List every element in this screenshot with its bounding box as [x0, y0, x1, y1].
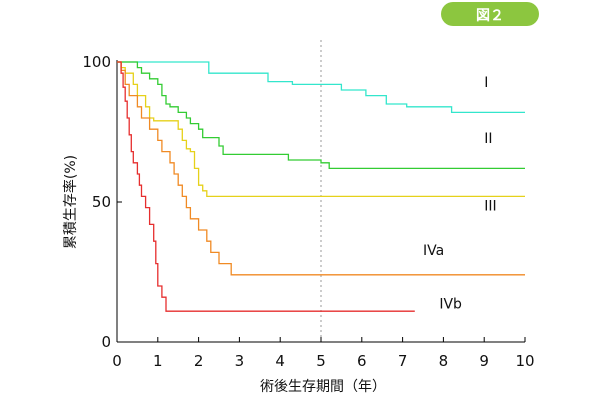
- series-line-i: [117, 61, 525, 114]
- series-label-ivb: IVb: [439, 296, 462, 312]
- series-label-i: I: [484, 75, 488, 91]
- x-tick-label: 6: [357, 352, 367, 370]
- series-label-iva: IVa: [423, 243, 444, 259]
- series-label-ii: II: [484, 131, 492, 147]
- x-tick-label: 3: [235, 352, 245, 370]
- series-line-ivb: [117, 61, 415, 312]
- series-line-iii: [117, 61, 525, 198]
- series-line-ii: [117, 61, 525, 170]
- x-tick-label: 5: [316, 352, 326, 370]
- x-tick-label: 10: [515, 352, 534, 370]
- figure-badge-text: 図２: [476, 8, 504, 24]
- y-axis-title: 累積生存率(%): [62, 155, 79, 249]
- x-tick-label: 2: [194, 352, 204, 370]
- x-tick-label: 1: [153, 352, 163, 370]
- x-tick-label: 0: [112, 352, 122, 370]
- figure-badge-background: [441, 2, 539, 26]
- series-line-iva: [117, 61, 525, 276]
- y-tick-label: 100: [82, 53, 111, 71]
- x-tick-label: 9: [479, 352, 489, 370]
- y-tick-label: 0: [101, 333, 111, 351]
- x-tick-label: 8: [439, 352, 449, 370]
- y-tick-label: 50: [92, 193, 111, 211]
- x-tick-label: 7: [398, 352, 408, 370]
- x-axis-title: 術後生存期間（年）: [260, 379, 386, 395]
- figure-badge: 図２: [441, 2, 539, 26]
- x-tick-label: 4: [275, 352, 285, 370]
- series-label-iii: III: [484, 198, 496, 214]
